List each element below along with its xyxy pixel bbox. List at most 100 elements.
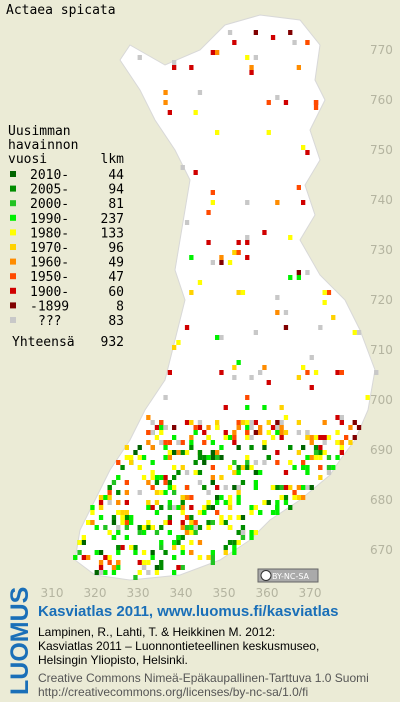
- record-square: [249, 465, 254, 470]
- record-square: [318, 450, 323, 455]
- record-square: [189, 65, 194, 70]
- record-square: [193, 470, 198, 475]
- record-square: [210, 465, 215, 470]
- record-square: [305, 455, 310, 460]
- record-square: [159, 440, 164, 445]
- record-square: [253, 470, 258, 475]
- record-square: [236, 420, 241, 425]
- record-square: [107, 485, 112, 490]
- legend-count-heading: lkm: [101, 152, 125, 167]
- record-square: [146, 525, 151, 530]
- record-square: [184, 325, 190, 330]
- record-square: [326, 465, 332, 470]
- record-square: [232, 550, 237, 555]
- record-square: [301, 200, 306, 205]
- record-square: [98, 515, 104, 520]
- record-square: [232, 435, 237, 440]
- record-square: [124, 520, 129, 525]
- record-square: [197, 540, 203, 545]
- record-square: [245, 55, 250, 60]
- citation-line: Helsingin Yliopisto, Helsinki.: [38, 653, 188, 667]
- record-square: [111, 570, 117, 575]
- record-square: [103, 525, 108, 530]
- record-square: [141, 525, 147, 530]
- record-square: [206, 505, 211, 510]
- record-square: [322, 450, 327, 455]
- record-square: [189, 440, 194, 445]
- record-square: [223, 500, 228, 505]
- record-square: [365, 395, 370, 400]
- record-square: [172, 60, 177, 65]
- record-square: [219, 475, 224, 480]
- record-square: [249, 70, 254, 75]
- record-square: [180, 465, 185, 470]
- record-square: [116, 460, 121, 465]
- record-square: [103, 570, 108, 575]
- record-square: [141, 560, 147, 565]
- record-square: [154, 500, 160, 505]
- record-square: [339, 415, 344, 420]
- record-square: [275, 460, 280, 465]
- record-square: [245, 200, 250, 205]
- record-square: [270, 510, 276, 515]
- record-square: [202, 505, 207, 510]
- record-square: [215, 50, 220, 55]
- x-grid-label: 330: [127, 586, 150, 600]
- record-square: [232, 460, 237, 465]
- record-square: [120, 510, 125, 515]
- record-square: [124, 455, 129, 460]
- record-square: [124, 515, 129, 520]
- record-square: [210, 555, 215, 560]
- badge-text: BY-NC-SA: [272, 572, 310, 581]
- record-square: [180, 520, 185, 525]
- record-square: [275, 450, 280, 455]
- record-square: [146, 505, 151, 510]
- record-square: [98, 500, 104, 505]
- record-square: [210, 450, 215, 455]
- legend-swatch: [10, 229, 16, 236]
- record-square: [288, 485, 293, 490]
- record-square: [275, 500, 280, 505]
- record-square: [352, 330, 357, 335]
- record-square: [146, 480, 151, 485]
- record-square: [232, 545, 237, 550]
- record-square: [240, 530, 246, 535]
- legend-count: 49: [108, 256, 124, 271]
- legend-swatch: [10, 185, 16, 192]
- record-square: [202, 460, 207, 465]
- record-square: [193, 525, 198, 530]
- record-square: [249, 425, 254, 430]
- legend-label: 1950-: [30, 270, 69, 285]
- record-square: [253, 530, 258, 535]
- record-square: [301, 495, 306, 500]
- record-square: [90, 505, 95, 510]
- record-square: [249, 445, 254, 450]
- record-square: [146, 560, 151, 565]
- record-square: [245, 435, 250, 440]
- record-square: [120, 520, 125, 525]
- record-square: [249, 535, 254, 540]
- record-square: [296, 495, 301, 500]
- record-square: [236, 360, 241, 365]
- record-square: [215, 500, 220, 505]
- record-square: [189, 515, 194, 520]
- record-square: [249, 530, 254, 535]
- record-square: [150, 430, 155, 435]
- record-square: [150, 460, 155, 465]
- record-square: [219, 260, 224, 265]
- record-square: [283, 430, 289, 435]
- record-square: [184, 470, 190, 475]
- y-grid-label: 720: [370, 293, 393, 307]
- record-square: [236, 290, 241, 295]
- record-square: [124, 490, 129, 495]
- record-square: [245, 465, 250, 470]
- record-square: [210, 550, 215, 555]
- record-square: [154, 490, 160, 495]
- record-square: [279, 430, 284, 435]
- record-square: [236, 470, 241, 475]
- record-square: [258, 425, 263, 430]
- record-square: [215, 510, 220, 515]
- record-square: [180, 565, 185, 570]
- record-square: [137, 530, 142, 535]
- record-square: [124, 500, 129, 505]
